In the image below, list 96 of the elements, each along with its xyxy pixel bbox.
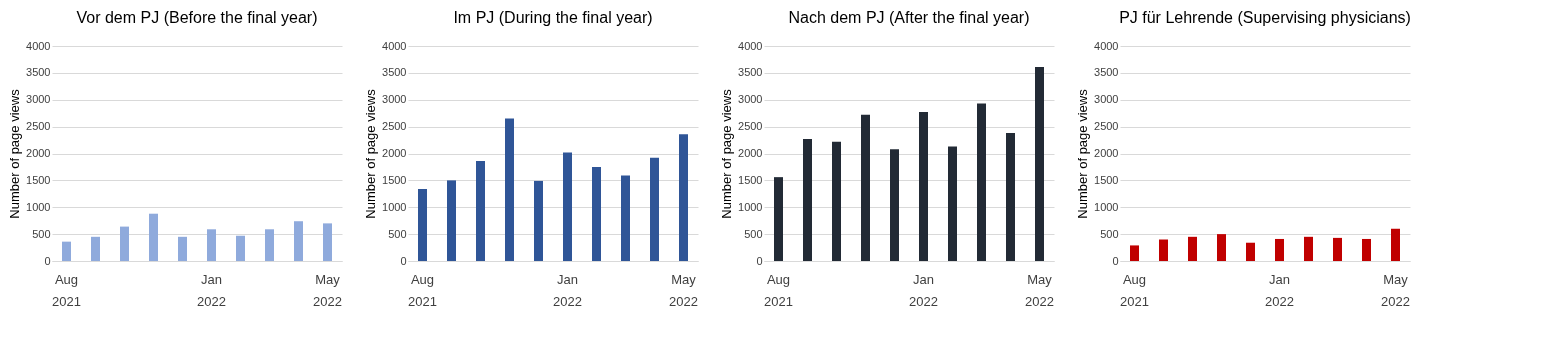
y-tick-label: 500 [388,227,407,240]
bar [1275,238,1284,261]
bar [679,134,688,261]
x-tick-label: Aug 2021 [1120,271,1149,309]
x-tick-label: Jan 2022 [1265,271,1294,309]
bar [1188,236,1197,261]
bar [919,112,928,261]
chart-title: Nach dem PJ (After the final year) [788,9,1030,26]
x-tick-label: Aug 2021 [52,271,81,309]
y-tick-label: 0 [1112,254,1119,267]
bar [207,229,216,261]
y-tick-label: 1000 [738,200,763,213]
y-tick-label: 4000 [1094,39,1119,52]
bar [1035,66,1044,261]
bar [1217,234,1226,261]
y-axis-title: Number of page views [7,88,23,219]
x-tick-label: Jan 2022 [909,271,938,309]
x-tick-label: Aug 2021 [408,271,437,309]
bar [563,152,572,261]
bar [1006,133,1015,261]
y-axis-title: Number of page views [719,88,735,219]
bar [948,146,957,261]
chart-title: PJ für Lehrende (Supervising physicians) [1119,9,1411,26]
bar [265,229,274,261]
x-tick-label: May 2022 [669,271,698,309]
y-tick-label: 4000 [382,39,407,52]
y-tick-label: 3500 [26,66,51,79]
y-tick-label: 1500 [738,173,763,186]
x-tick-label: Aug 2021 [764,271,793,309]
bar [323,223,332,261]
bar [650,157,659,261]
y-tick-label: 1500 [1094,173,1119,186]
y-tick-label: 3000 [382,93,407,106]
bar [236,235,245,261]
y-tick-label: 3000 [738,93,763,106]
bar [505,118,514,261]
bar [62,241,71,261]
bar [861,114,870,261]
y-tick-label: 0 [756,254,763,267]
bar [774,177,783,261]
bar [1333,237,1342,261]
bar [149,213,158,261]
bar [120,226,129,261]
bar [977,103,986,261]
x-tick-label: Jan 2022 [197,271,226,309]
bar [832,141,841,261]
bar [803,138,812,261]
y-tick-label: 2500 [738,120,763,133]
y-tick-label: 2500 [1094,120,1119,133]
y-tick-label: 4000 [26,39,51,52]
chart-title: Im PJ (During the final year) [453,9,653,26]
y-tick-label: 2000 [1094,147,1119,159]
y-tick-label: 2500 [382,120,407,133]
y-tick-label: 3000 [26,93,51,106]
x-tick-label: Jan 2022 [553,271,582,309]
bar [592,166,601,261]
bar [621,175,630,261]
bar [1130,245,1139,261]
bar [418,188,427,261]
y-tick-label: 3000 [1094,93,1119,106]
bar [294,221,303,261]
y-axis-title: Number of page views [1075,88,1091,219]
bar [534,180,543,261]
bar [476,161,485,261]
y-tick-label: 2500 [26,120,51,133]
bar [1246,242,1255,261]
y-tick-label: 1500 [26,173,51,186]
y-tick-label: 1000 [26,200,51,213]
y-tick-label: 1500 [382,173,407,186]
x-tick-label: May 2022 [313,271,342,309]
x-tick-label: May 2022 [1025,271,1054,309]
y-tick-label: 3500 [1094,66,1119,79]
y-tick-label: 500 [744,227,763,240]
y-tick-label: 0 [400,254,407,267]
y-tick-label: 4000 [738,39,763,52]
bar [447,180,456,261]
y-tick-label: 2000 [382,147,407,159]
bar [1304,236,1313,261]
bar [1391,228,1400,261]
y-axis-title: Number of page views [363,88,379,219]
bar [91,236,100,261]
y-tick-label: 1000 [1094,200,1119,213]
bar [890,149,899,261]
bar [178,236,187,261]
y-tick-label: 3500 [738,66,763,79]
x-tick-label: May 2022 [1381,271,1410,309]
y-tick-label: 500 [1100,227,1119,240]
chart-title: Vor dem PJ (Before the final year) [76,9,318,26]
bar [1159,239,1168,261]
y-tick-label: 1000 [382,200,407,213]
y-tick-label: 500 [32,227,51,240]
y-tick-label: 2000 [26,147,51,159]
y-tick-label: 3500 [382,66,407,79]
y-tick-label: 0 [44,254,51,267]
y-tick-label: 2000 [738,147,763,159]
bar [1362,238,1371,261]
